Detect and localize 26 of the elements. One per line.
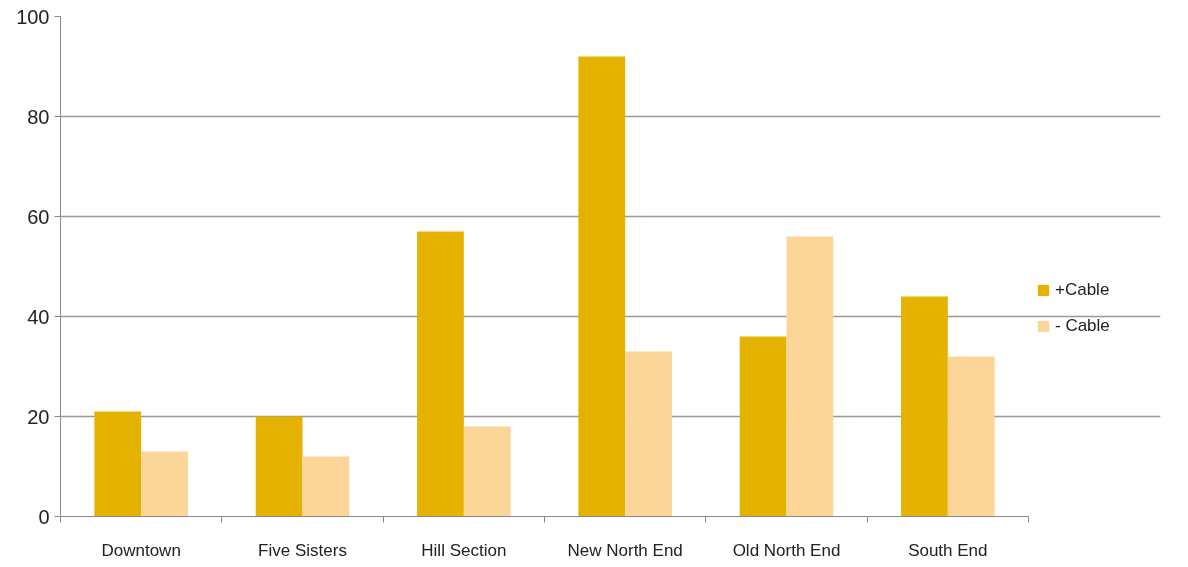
bar (739, 336, 787, 517)
y-tick-label: 100 (16, 5, 50, 28)
x-tick-label: Downtown (101, 540, 181, 560)
y-tick-label: 20 (27, 405, 50, 428)
bar (94, 411, 142, 517)
bar (901, 296, 948, 517)
bar (578, 56, 626, 517)
bar (463, 426, 511, 517)
legend-label: - Cable (1055, 316, 1110, 336)
x-tick-label: Old North End (732, 540, 841, 560)
bar (417, 231, 464, 517)
bar (786, 236, 834, 517)
bar (625, 351, 672, 517)
y-tick-label: 40 (27, 305, 50, 328)
x-tick-label: Hill Section (421, 540, 507, 560)
y-tick-label: 0 (38, 505, 50, 528)
bar (141, 451, 188, 517)
y-tick-label: 60 (27, 205, 50, 228)
legend-label: +Cable (1055, 280, 1110, 300)
bar (302, 456, 350, 517)
y-tick-label: 80 (27, 105, 50, 128)
x-tick-label: New North End (567, 540, 683, 560)
bar (947, 356, 995, 517)
bar (255, 416, 303, 517)
x-tick-label: Five Sisters (258, 540, 347, 560)
x-tick-label: South End (908, 540, 988, 560)
